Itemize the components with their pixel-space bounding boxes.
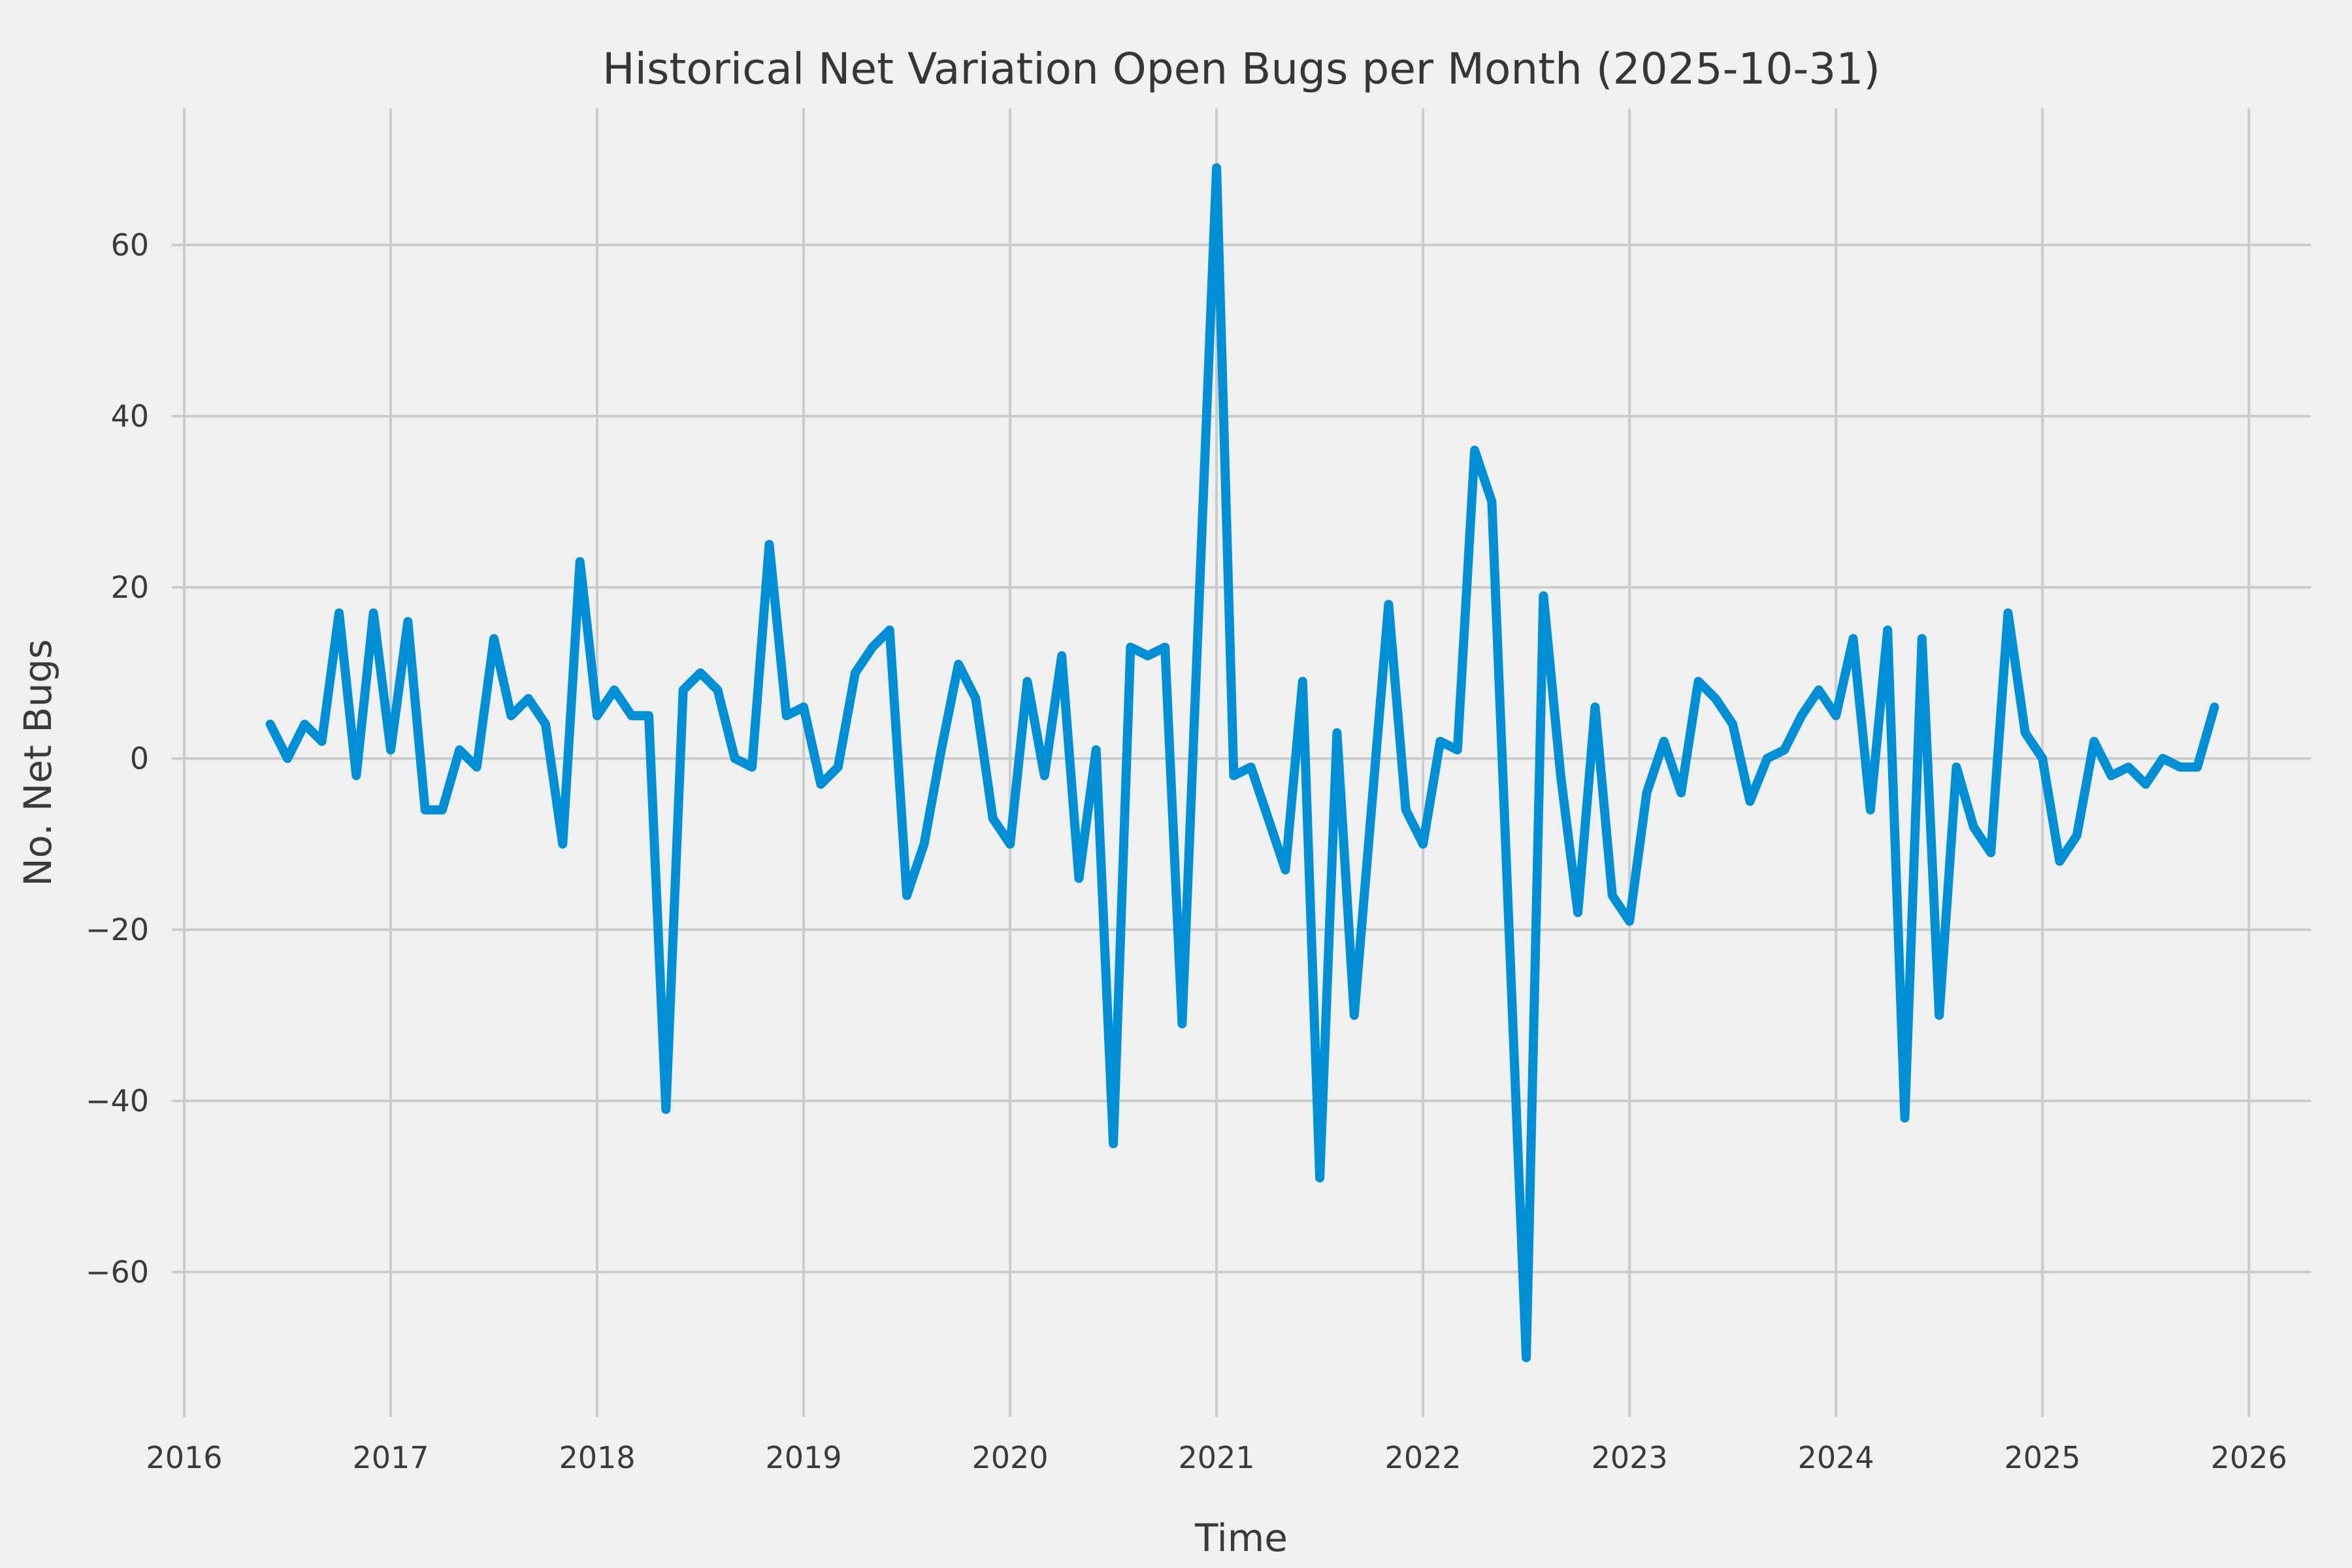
y-tick-label: 40 — [110, 399, 149, 434]
x-axis-label: Time — [1194, 1516, 1288, 1560]
x-tick-label: 2016 — [146, 1440, 222, 1475]
gridlines — [172, 108, 2311, 1417]
x-tick-label: 2018 — [559, 1440, 635, 1475]
y-tick-label: −40 — [86, 1083, 149, 1119]
y-axis-label: No. Net Bugs — [16, 639, 60, 887]
y-tick-label: −60 — [86, 1254, 149, 1290]
data-series — [265, 163, 2219, 1362]
y-tick-label: 20 — [110, 570, 149, 605]
x-tick-label: 2021 — [1179, 1440, 1255, 1475]
x-tick-label: 2019 — [765, 1440, 841, 1475]
x-tick-label: 2020 — [972, 1440, 1049, 1475]
x-axis-tick-labels: 2016 2017 2018 2019 2020 2021 2022 2023 2024 2025… — [146, 1440, 2287, 1475]
y-tick-label: 60 — [110, 227, 149, 263]
x-tick-label: 2017 — [352, 1440, 429, 1475]
chart-title: Historical Net Variation Open Bugs per M… — [602, 44, 1880, 94]
y-tick-label: 0 — [130, 741, 149, 776]
x-tick-label: 2026 — [2211, 1440, 2287, 1475]
y-axis-tick-labels: 60 40 20 0 −20 −40 −60 — [86, 227, 149, 1290]
x-tick-label: 2022 — [1385, 1440, 1462, 1475]
series-line-net-open-bugs-variation — [265, 163, 2219, 1362]
x-tick-label: 2024 — [1798, 1440, 1874, 1475]
x-tick-label: 2023 — [1592, 1440, 1668, 1475]
y-tick-label: −20 — [86, 912, 149, 947]
x-tick-label: 2025 — [2004, 1440, 2081, 1475]
